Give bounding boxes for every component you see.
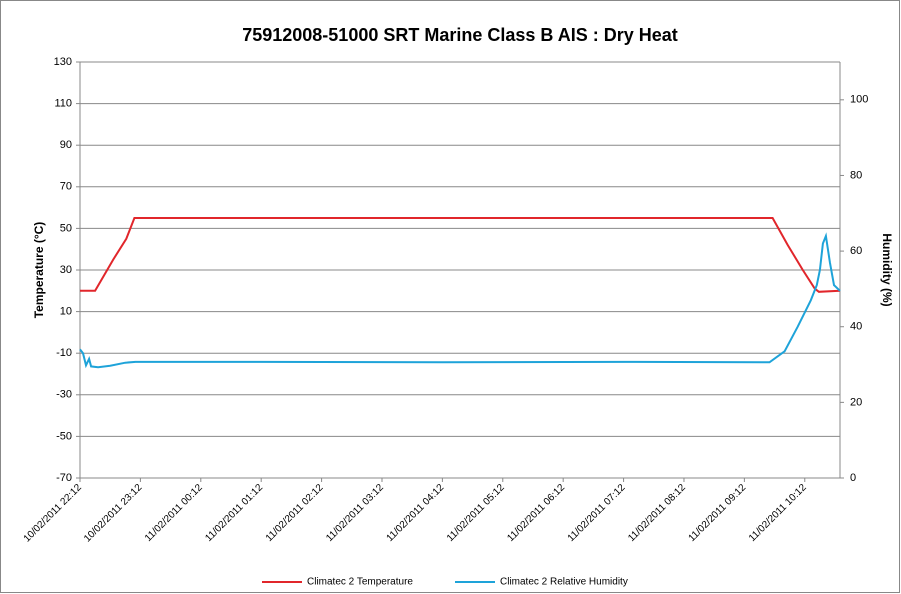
y2-tick-label: 100	[850, 94, 868, 106]
legend-label: Climatec 2 Temperature	[307, 577, 413, 588]
y-tick-label: 50	[60, 222, 72, 234]
y-tick-label: 110	[54, 98, 72, 110]
y-tick-label: -10	[56, 347, 72, 359]
y-tick-label: -30	[56, 389, 72, 401]
y-tick-label: 90	[60, 139, 72, 151]
legend-label: Climatec 2 Relative Humidity	[500, 577, 628, 588]
y2-axis-title: Humidity (%)	[880, 233, 894, 306]
y-tick-label: 130	[54, 56, 72, 68]
y-tick-label: 10	[60, 306, 72, 318]
y2-tick-label: 60	[850, 245, 862, 257]
y2-tick-label: 80	[850, 169, 862, 181]
y-tick-label: 30	[60, 264, 72, 276]
y-tick-label: 70	[60, 181, 72, 193]
y2-tick-label: 20	[850, 396, 862, 408]
y-tick-label: -50	[56, 430, 72, 442]
data-line	[79, 232, 841, 369]
y2-tick-label: 40	[850, 321, 862, 333]
y-axis-title: Temperature (°C)	[32, 222, 46, 319]
y2-tick-label: 0	[850, 472, 856, 484]
chart-title: 75912008-51000 SRT Marine Class B AIS : …	[242, 25, 678, 45]
y-tick-label: -70	[56, 472, 72, 484]
